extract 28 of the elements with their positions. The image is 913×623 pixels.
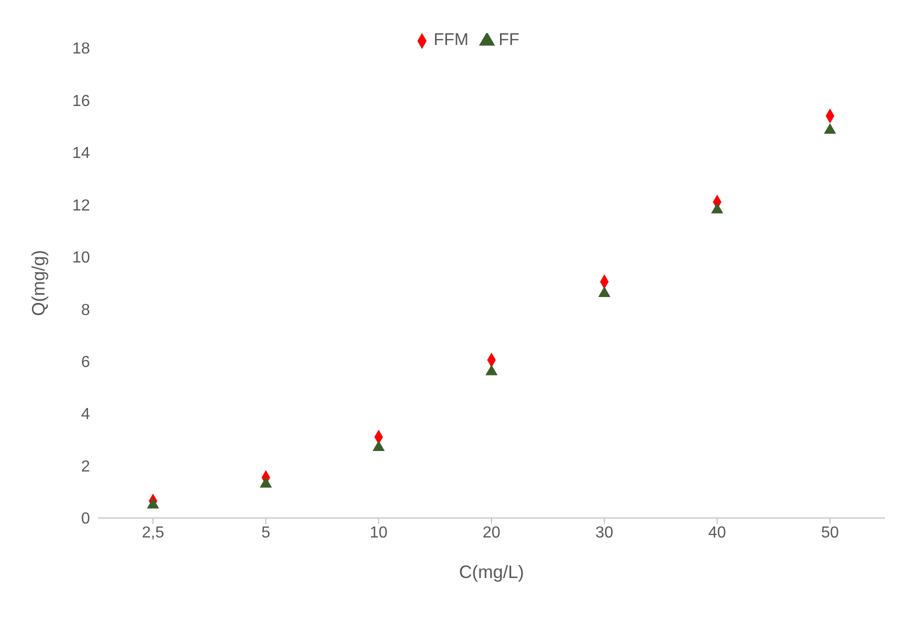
x-tick-label: 10 xyxy=(370,524,388,542)
y-tick-label: 10 xyxy=(72,250,90,267)
x-axis-title: C(mg/L) xyxy=(458,562,524,582)
point xyxy=(146,498,160,508)
y-tick-label: 6 xyxy=(81,354,90,372)
y-tick-label: 12 xyxy=(72,197,90,214)
y-tick-label: 8 xyxy=(81,302,90,319)
x-tick-label: 50 xyxy=(821,524,839,542)
y-axis-title: Q(mg/g) xyxy=(28,250,48,316)
y-tick-label: 0 xyxy=(81,510,90,528)
x-tick-label: 20 xyxy=(482,524,500,542)
point xyxy=(260,477,272,488)
y-tick-label: 4 xyxy=(81,406,90,424)
x-tick-label: 5 xyxy=(261,524,270,542)
y-tick-label: 18 xyxy=(72,40,90,58)
point xyxy=(824,123,836,134)
x-tick-label: 40 xyxy=(708,524,726,542)
point xyxy=(372,440,385,452)
y-tick-label: 2 xyxy=(81,458,90,476)
point xyxy=(598,286,610,297)
y-tick-label: 14 xyxy=(72,145,90,162)
x-tick-label: 2,5 xyxy=(142,524,164,542)
legend-label: FF xyxy=(498,30,520,49)
point xyxy=(711,202,724,214)
point xyxy=(485,364,498,376)
y-tick-label: 16 xyxy=(72,92,90,110)
legend-label: FFM xyxy=(434,30,469,49)
x-tick-label: 30 xyxy=(595,524,614,542)
